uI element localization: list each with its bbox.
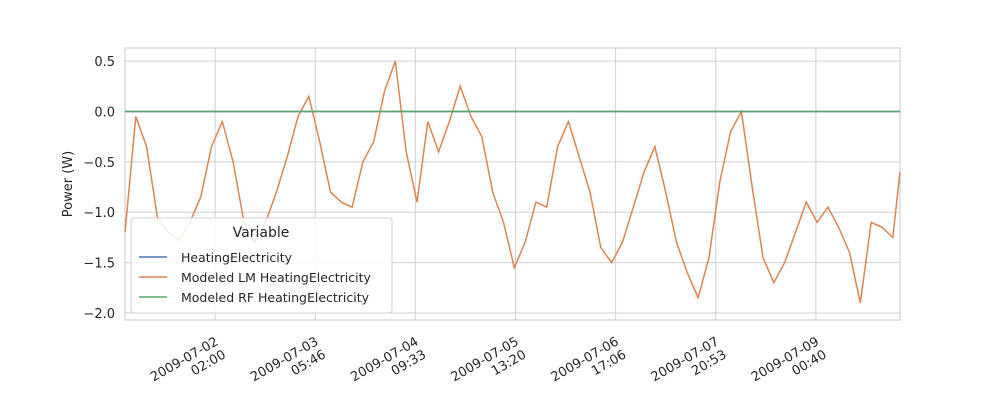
x-tick-label: 2009-07-0617:06 xyxy=(549,334,629,398)
y-tick-label: 0.5 xyxy=(94,55,115,70)
x-tick-label: 2009-07-0202:00 xyxy=(148,334,228,398)
y-tick-label: −0.5 xyxy=(83,156,115,171)
y-tick-label: 0.0 xyxy=(94,105,115,120)
legend-title: Variable xyxy=(233,225,290,241)
x-tick-label: 2009-07-0900:40 xyxy=(749,334,829,398)
y-axis-label: Power (W) xyxy=(61,151,76,217)
x-tick-label: 2009-07-0305:46 xyxy=(248,334,328,398)
legend-label: Modeled LM HeatingElectricity xyxy=(181,270,372,285)
y-tick-label: −2.0 xyxy=(83,307,115,322)
x-tick-label: 2009-07-0409:33 xyxy=(348,334,428,398)
plot-frame xyxy=(124,47,901,321)
x-tick-label: 2009-07-0513:20 xyxy=(449,334,529,398)
x-tick-label: 2009-07-0720:53 xyxy=(649,334,729,398)
legend-box xyxy=(130,217,393,314)
legend: Variable HeatingElectricity Modeled LM Hea… xyxy=(130,217,393,314)
legend-label: Modeled RF HeatingElectricity xyxy=(181,290,370,305)
y-tick-label: −1.5 xyxy=(83,257,115,272)
y-tick-label: −1.0 xyxy=(83,206,115,221)
legend-label: HeatingElectricity xyxy=(181,250,293,265)
